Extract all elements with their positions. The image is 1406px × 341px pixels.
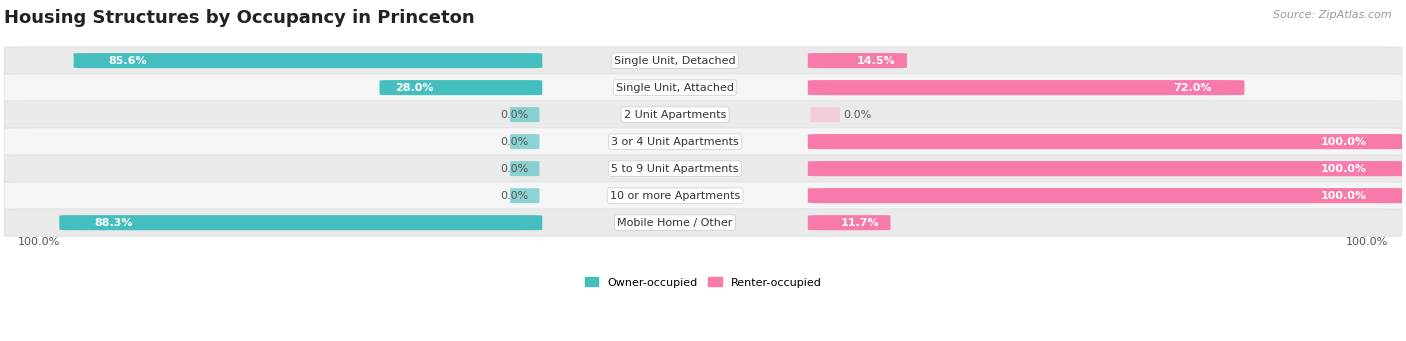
Text: 100.0%: 100.0%	[18, 237, 60, 247]
FancyBboxPatch shape	[808, 188, 1406, 203]
Text: 0.0%: 0.0%	[842, 109, 870, 120]
FancyBboxPatch shape	[4, 155, 1402, 182]
Text: 2 Unit Apartments: 2 Unit Apartments	[624, 109, 727, 120]
FancyBboxPatch shape	[808, 161, 1406, 176]
FancyBboxPatch shape	[510, 161, 540, 176]
FancyBboxPatch shape	[811, 107, 839, 122]
Text: 10 or more Apartments: 10 or more Apartments	[610, 191, 740, 201]
FancyBboxPatch shape	[4, 128, 1402, 155]
FancyBboxPatch shape	[510, 188, 540, 203]
Text: 0.0%: 0.0%	[501, 137, 529, 147]
FancyBboxPatch shape	[808, 215, 890, 230]
FancyBboxPatch shape	[73, 53, 543, 68]
Text: Source: ZipAtlas.com: Source: ZipAtlas.com	[1274, 10, 1392, 20]
Text: Single Unit, Detached: Single Unit, Detached	[614, 56, 735, 65]
Text: 11.7%: 11.7%	[841, 218, 879, 228]
Text: 88.3%: 88.3%	[94, 218, 134, 228]
FancyBboxPatch shape	[4, 74, 1402, 101]
FancyBboxPatch shape	[808, 134, 1406, 149]
Legend: Owner-occupied, Renter-occupied: Owner-occupied, Renter-occupied	[581, 273, 825, 292]
FancyBboxPatch shape	[4, 209, 1402, 236]
Text: 72.0%: 72.0%	[1174, 83, 1212, 93]
FancyBboxPatch shape	[380, 80, 543, 95]
FancyBboxPatch shape	[4, 101, 1402, 129]
Text: 3 or 4 Unit Apartments: 3 or 4 Unit Apartments	[612, 137, 740, 147]
Text: 100.0%: 100.0%	[1346, 237, 1388, 247]
Text: 0.0%: 0.0%	[501, 109, 529, 120]
Text: 100.0%: 100.0%	[1320, 137, 1367, 147]
Text: 100.0%: 100.0%	[1320, 191, 1367, 201]
FancyBboxPatch shape	[4, 182, 1402, 209]
FancyBboxPatch shape	[510, 107, 540, 122]
FancyBboxPatch shape	[808, 53, 907, 68]
FancyBboxPatch shape	[59, 215, 543, 230]
Text: 0.0%: 0.0%	[501, 164, 529, 174]
Text: 0.0%: 0.0%	[501, 191, 529, 201]
FancyBboxPatch shape	[808, 80, 1244, 95]
Text: Mobile Home / Other: Mobile Home / Other	[617, 218, 733, 228]
FancyBboxPatch shape	[510, 134, 540, 149]
Text: 5 to 9 Unit Apartments: 5 to 9 Unit Apartments	[612, 164, 738, 174]
Text: Single Unit, Attached: Single Unit, Attached	[616, 83, 734, 93]
Text: Housing Structures by Occupancy in Princeton: Housing Structures by Occupancy in Princ…	[4, 9, 475, 27]
Text: 85.6%: 85.6%	[108, 56, 146, 65]
Text: 28.0%: 28.0%	[395, 83, 434, 93]
Text: 100.0%: 100.0%	[1320, 164, 1367, 174]
Text: 14.5%: 14.5%	[856, 56, 894, 65]
FancyBboxPatch shape	[4, 47, 1402, 74]
